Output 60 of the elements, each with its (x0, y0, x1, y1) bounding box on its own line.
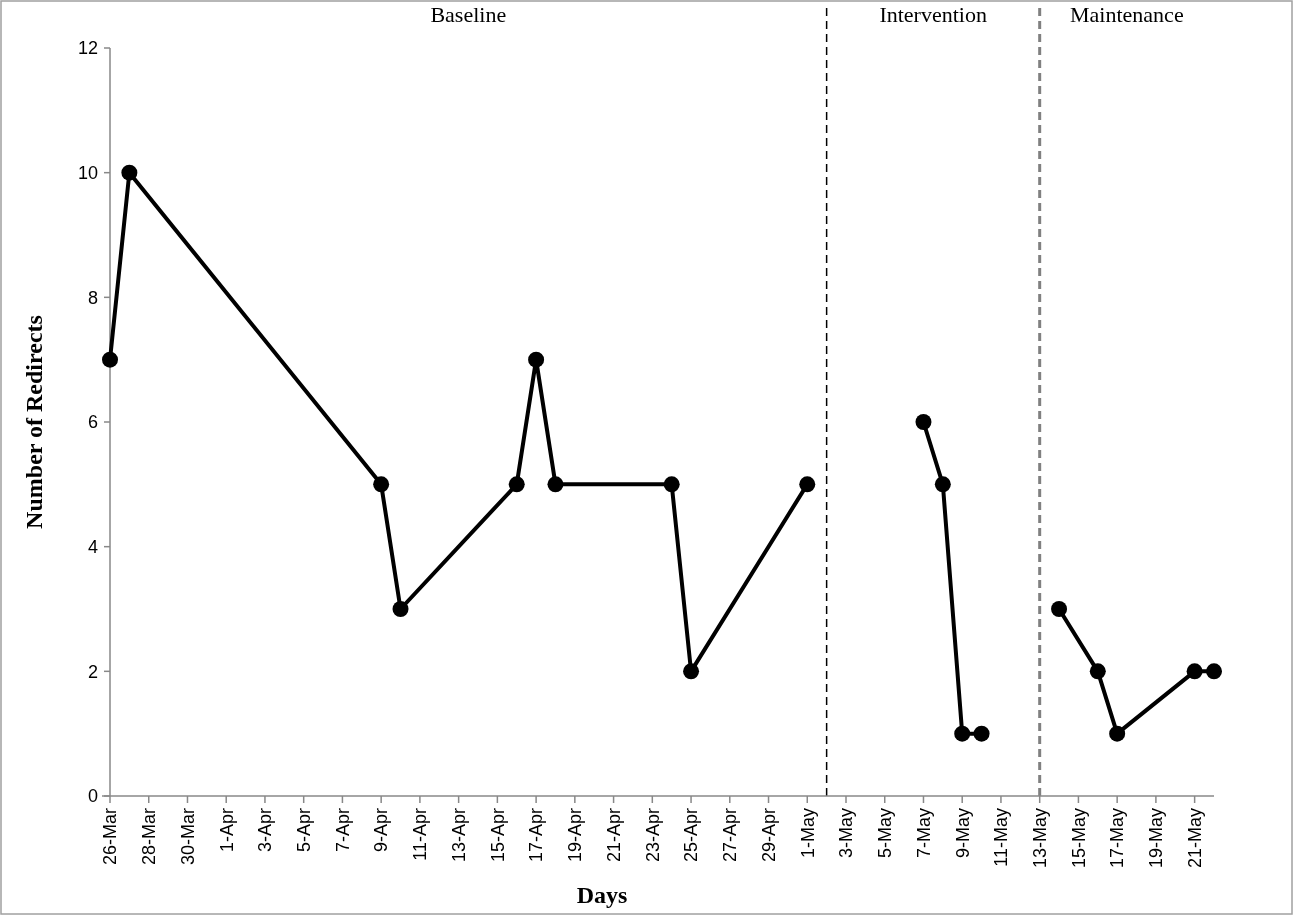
point (528, 351, 545, 368)
text: Maintenance (1070, 2, 1184, 27)
point (121, 164, 138, 181)
x-tick-label: 29-Apr (758, 808, 779, 863)
x-tick-label: 28-Mar (139, 808, 160, 866)
point (1206, 663, 1222, 680)
x-axis-title: Days (576, 882, 628, 908)
point (683, 663, 700, 680)
x-tick-label: 1-Apr (216, 807, 237, 853)
text: Baseline (430, 2, 507, 27)
point (508, 476, 525, 493)
point (663, 476, 680, 493)
x-tick-label: 13-May (1029, 808, 1050, 869)
x-tick-label: 9-May (952, 808, 973, 859)
x-tick-label: 17-Apr (526, 808, 547, 863)
point (102, 351, 118, 368)
point (392, 601, 409, 617)
x-tick-label: 21-May (1184, 808, 1205, 869)
y-axis-title: Number of Redirects (21, 315, 47, 529)
x-tick-label: 30-Mar (177, 808, 198, 866)
x-tick-label: 7-Apr (332, 807, 353, 853)
x-tick-label: 27-Apr (720, 808, 741, 863)
x-tick-label: 19-Apr (565, 808, 586, 863)
x-tick-label: 11-Apr (410, 808, 431, 861)
x-tick-label: 15-May (1068, 808, 1089, 869)
point (934, 476, 951, 493)
y-tick-label: 8 (87, 287, 98, 308)
point (547, 476, 564, 493)
x-tick-label: 21-Apr (603, 808, 624, 863)
y-tick-label: 10 (77, 162, 98, 183)
x-tick-label: 11-May (991, 808, 1012, 867)
point (1186, 663, 1203, 680)
y-tick-label: 2 (87, 661, 98, 682)
text: Intervention (879, 2, 987, 27)
y-tick-label: 4 (87, 536, 98, 557)
x-tick-label: 5-May (875, 808, 896, 859)
x-tick-label: 13-Apr (448, 808, 469, 863)
x-tick-label: 3-Apr (255, 807, 276, 853)
point (1051, 601, 1068, 617)
point (915, 414, 932, 430)
x-tick-label: 7-May (913, 808, 934, 859)
x-tick-label: 19-May (1146, 808, 1167, 869)
x-tick-label: 9-Apr (371, 807, 392, 853)
point (799, 476, 816, 493)
y-tick-label: 6 (87, 412, 98, 433)
y-tick-label: 0 (87, 786, 98, 807)
x-tick-label: 1-May (797, 808, 818, 859)
point (973, 725, 990, 742)
x-tick-label: 25-Apr (681, 808, 702, 863)
point (1109, 725, 1126, 742)
x-tick-label: 17-May (1107, 808, 1128, 869)
x-tick-label: 23-Apr (642, 808, 663, 863)
x-tick-label: 15-Apr (487, 808, 508, 863)
x-tick-label: 3-May (836, 808, 857, 859)
point (954, 725, 971, 742)
point (1089, 663, 1106, 680)
point (373, 476, 390, 493)
x-tick-label: 5-Apr (293, 807, 314, 853)
x-tick-label: 26-Mar (100, 808, 121, 866)
y-tick-label: 12 (77, 38, 98, 59)
